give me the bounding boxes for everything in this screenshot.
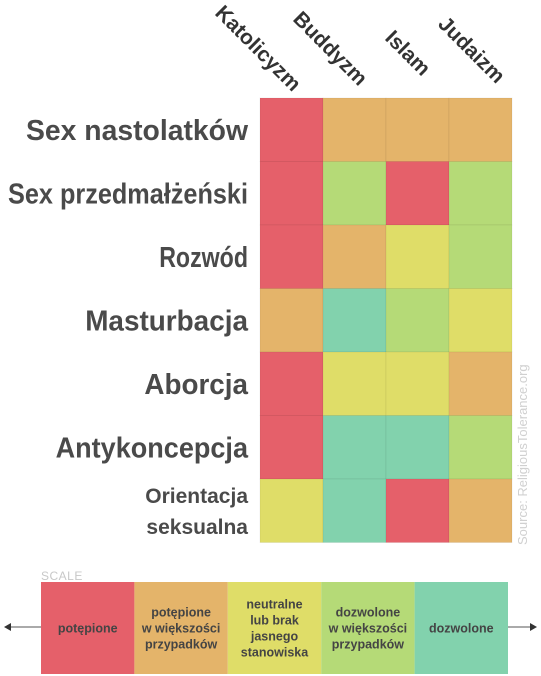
heatmap-cell [259,224,324,289]
scale-legend: potępione potępione w większości przypadków… [41,582,508,674]
scale-label: w większości [141,622,221,636]
row-label: seksualna [146,516,248,539]
heatmap-cell [385,161,450,226]
scale-label: potępione [58,622,118,636]
heatmap-cell [259,415,324,480]
scale-label: w większości [328,622,408,636]
row-label: Antykoncepcja [56,433,249,465]
heatmap-cells [259,97,513,543]
scale-swatch [41,582,135,674]
heatmap-cell [322,224,387,289]
heatmap-cell [448,415,513,480]
column-label: Islam [380,26,434,80]
heatmap-cell [259,478,324,543]
scale-label: potępione [151,606,211,620]
column-label: Judaizm [433,12,509,88]
column-label: Katolicyzm [210,1,305,96]
row-label: Rozwód [159,242,248,274]
scale-label: jasnego [250,630,299,644]
heatmap-cell [385,351,450,416]
heatmap-cell [259,97,324,162]
heatmap-cell [259,351,324,416]
heatmap-cell [448,288,513,353]
heatmap-cell [385,415,450,480]
heatmap-cell [385,97,450,162]
row-label: Sex nastolatków [26,115,248,147]
heatmap-cell [448,224,513,289]
scale-swatch [134,582,228,674]
heatmap-cell [322,478,387,543]
heatmap-cell [322,97,387,162]
scale-label: dozwolone [336,606,401,620]
scale-swatch [227,582,322,674]
scale-swatch [321,582,415,674]
scale-label: przypadków [332,638,405,652]
heatmap-cell [448,478,513,543]
row-label: Orientacja [145,485,248,508]
source-note: Source: ReligiousTolerance.org [515,364,530,545]
heatmap-cell [448,97,513,162]
scale-label: lub brak [250,614,299,628]
heatmap-cell [322,161,387,226]
heatmap-cell [448,351,513,416]
right-arrow-icon [508,623,537,631]
row-labels: Sex nastolatków Sex przedmałżeński Rozwód M… [8,115,249,539]
scale-label: stanowiska [241,646,309,660]
heatmap-cell [259,288,324,353]
scale-label: neutralne [246,598,302,612]
heatmap-cell [259,161,324,226]
scale-label: dozwolone [429,622,494,636]
heatmap-cell [322,351,387,416]
row-label: Aborcja [144,369,248,401]
scale-label: przypadków [145,638,218,652]
scale-swatch [414,582,508,674]
heatmap-cell [385,478,450,543]
scale-title: SCALE [41,569,83,583]
row-label: Masturbacja [85,306,249,338]
heatmap-cell [322,288,387,353]
heatmap-cell [385,288,450,353]
row-label: Sex przedmałżeński [8,179,248,211]
heatmap-cell [322,415,387,480]
heatmap-cell [448,161,513,226]
left-arrow-icon [4,623,41,631]
heatmap-cell [385,224,450,289]
